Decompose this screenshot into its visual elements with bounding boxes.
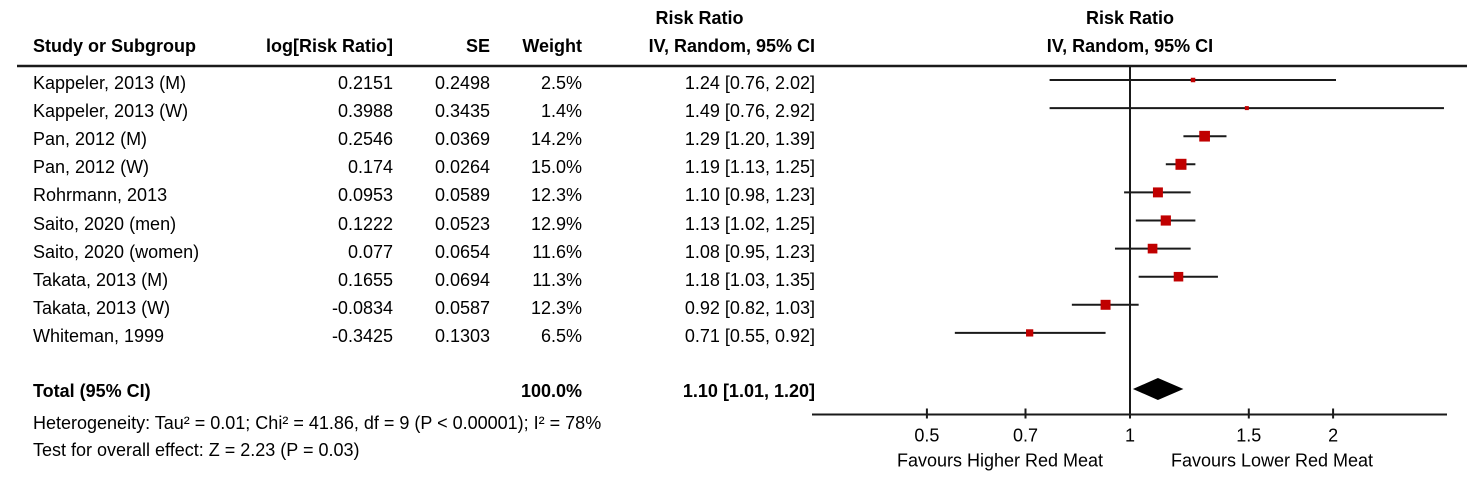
overall-effect-text: Test for overall effect: Z = 2.23 (P = 0… (33, 440, 360, 460)
study-log-rr: 0.3988 (337, 101, 393, 122)
effect-square (1190, 77, 1196, 83)
heterogeneity-text: Heterogeneity: Tau² = 0.01; Chi² = 41.86… (33, 413, 602, 433)
study-label: Takata, 2013 (M) (33, 269, 169, 290)
favours-right-label: Favours Lower Red Meat (1171, 451, 1373, 471)
column-header-study: Study or Subgroup (33, 36, 196, 56)
study-log-rr: 0.2546 (337, 129, 393, 150)
study-log-rr: 0.077 (347, 241, 393, 262)
study-log-rr: 0.1655 (337, 269, 393, 290)
column-header-se: SE (465, 36, 490, 56)
study-se: 0.0523 (434, 213, 490, 234)
effect-square (1160, 215, 1171, 226)
plot-header-top: Risk Ratio (1085, 8, 1175, 28)
study-ci: 0.71 [0.55, 0.92] (684, 325, 815, 346)
study-label: Takata, 2013 (W) (33, 297, 171, 318)
study-weight: 1.4% (540, 101, 582, 122)
table-effect-header-top: Risk Ratio (655, 8, 744, 28)
study-weight: 15.0% (530, 157, 582, 178)
study-se: 0.0694 (434, 269, 490, 290)
axis-tick-label: 1 (1125, 426, 1135, 446)
study-log-rr: -0.3425 (331, 325, 393, 346)
summary-diamond (1132, 378, 1184, 400)
study-log-rr: -0.0834 (331, 297, 393, 318)
study-ci: 1.49 [0.76, 2.92] (684, 101, 815, 122)
study-weight: 6.5% (540, 325, 582, 346)
study-weight: 11.3% (532, 269, 582, 290)
effect-square (1147, 243, 1158, 254)
study-se: 0.0264 (434, 157, 490, 178)
study-se: 0.0654 (434, 241, 490, 262)
study-se: 0.3435 (434, 101, 490, 122)
axis-tick-label: 0.5 (914, 426, 939, 446)
study-weight: 12.3% (530, 185, 582, 206)
study-ci: 1.24 [0.76, 2.02] (684, 73, 815, 93)
plot-header-sub: IV, Random, 95% CI (1046, 36, 1214, 56)
effect-square (1173, 271, 1184, 282)
total-row-weight: 100.0% (520, 381, 582, 401)
study-ci: 0.92 [0.82, 1.03] (684, 297, 815, 318)
study-ci: 1.18 [1.03, 1.35] (684, 269, 815, 290)
effect-square (1199, 130, 1210, 142)
study-label: Whiteman, 1999 (33, 325, 165, 346)
study-label: Saito, 2020 (women) (33, 241, 200, 262)
study-log-rr: 0.0953 (337, 185, 393, 206)
column-header-log-risk-ratio: log[Risk Ratio] (265, 36, 393, 56)
study-se: 0.2498 (434, 73, 490, 93)
study-weight: 12.9% (530, 213, 582, 234)
study-ci: 1.08 [0.95, 1.23] (684, 241, 815, 262)
column-header-effect-ci: IV, Random, 95% CI (648, 36, 815, 56)
axis-tick-label: 2 (1328, 426, 1338, 446)
study-label: Pan, 2012 (M) (33, 129, 148, 150)
effect-square (1175, 158, 1187, 170)
study-log-rr: 0.2151 (337, 73, 393, 93)
study-weight: 14.2% (530, 129, 582, 150)
study-se: 0.0369 (434, 129, 490, 150)
study-weight: 11.6% (532, 241, 582, 262)
study-ci: 1.13 [1.02, 1.25] (684, 213, 815, 234)
effect-square (1026, 329, 1034, 337)
study-label: Rohrmann, 2013 (33, 185, 168, 206)
effect-square (1100, 299, 1111, 310)
axis-tick-label: 1.5 (1236, 426, 1261, 446)
axis-tick-label: 0.7 (1013, 426, 1038, 446)
study-label: Kappeler, 2013 (M) (33, 73, 187, 93)
study-label: Kappeler, 2013 (W) (33, 101, 189, 122)
effect-square (1152, 187, 1163, 198)
study-weight: 12.3% (530, 297, 582, 318)
column-header-weight: Weight (522, 36, 582, 56)
study-label: Saito, 2020 (men) (33, 213, 177, 234)
total-row-label: Total (95% CI) (33, 381, 151, 401)
study-label: Pan, 2012 (W) (33, 157, 150, 178)
favours-left-label: Favours Higher Red Meat (897, 451, 1103, 471)
study-ci: 1.29 [1.20, 1.39] (684, 129, 815, 150)
study-se: 0.0589 (434, 185, 490, 206)
effect-square (1244, 106, 1249, 111)
study-ci: 1.19 [1.13, 1.25] (684, 157, 815, 178)
study-log-rr: 0.1222 (337, 213, 393, 234)
study-ci: 1.10 [0.98, 1.23] (684, 185, 815, 206)
total-row-ci: 1.10 [1.01, 1.20] (682, 381, 815, 401)
study-log-rr: 0.174 (347, 157, 393, 178)
study-se: 0.1303 (434, 325, 490, 346)
study-se: 0.0587 (434, 297, 490, 318)
study-weight: 2.5% (540, 73, 582, 93)
